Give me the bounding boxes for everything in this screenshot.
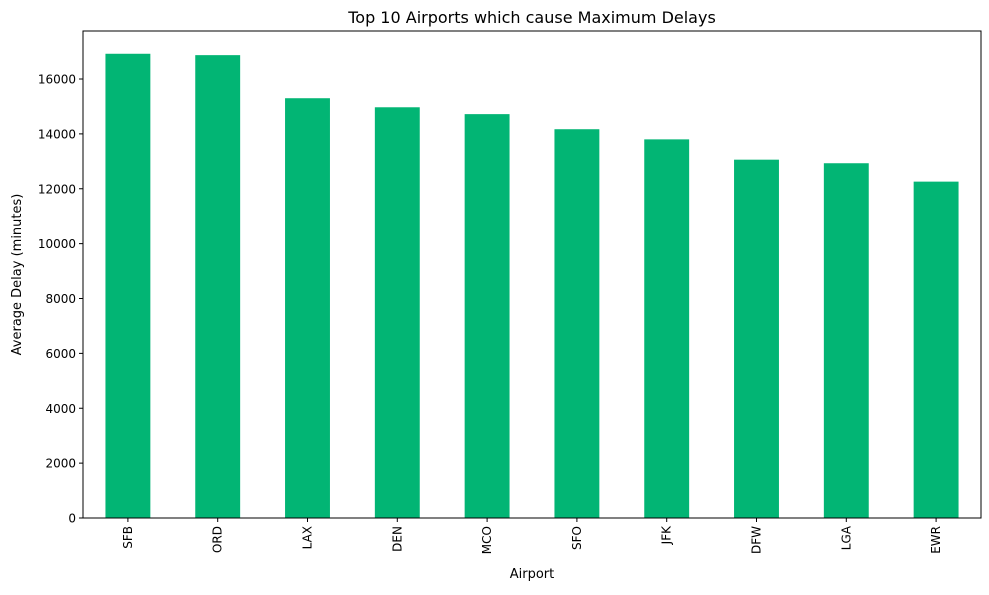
x-tick-label: LAX: [301, 526, 315, 549]
x-tick-label: DEN: [390, 526, 404, 552]
bar-ord: [195, 55, 241, 518]
y-tick-label: 12000: [38, 182, 76, 196]
plot-frame: [82, 30, 982, 519]
x-tick-label: MCO: [480, 526, 494, 554]
x-axis-label: Airport: [510, 567, 555, 582]
y-tick-label: 10000: [38, 237, 76, 251]
bar-sfb: [105, 53, 151, 519]
x-tick-label: JFK: [660, 525, 674, 545]
bar-lax: [285, 98, 330, 518]
y-axis-label: Average Delay (minutes): [10, 194, 25, 356]
bar-sfo: [554, 129, 600, 518]
x-tick-label: SFB: [121, 526, 135, 549]
y-tick-label: 6000: [45, 347, 76, 361]
y-axis: 0 2000 4000 6000 8000 10000 12000 14000 16000: [38, 73, 83, 526]
y-tick-label: 4000: [45, 402, 76, 416]
x-tick-label: LGA: [839, 525, 853, 550]
y-tick-label: 16000: [38, 73, 76, 87]
x-axis: SFB ORD LAX DEN MCO SFO JFK DFW LGA EWR: [121, 518, 943, 554]
x-tick-label: EWR: [929, 526, 943, 554]
x-tick-label: ORD: [211, 526, 225, 553]
chart-title: Top 10 Airports which cause Maximum Dela…: [347, 8, 716, 27]
y-tick-label: 2000: [45, 457, 76, 471]
bar-ewr: [913, 181, 959, 518]
y-tick-label: 8000: [45, 292, 76, 306]
bar-mco: [464, 114, 510, 518]
x-tick-label: DFW: [750, 526, 764, 554]
bar-jfk: [644, 139, 690, 518]
y-tick-label: 14000: [38, 127, 76, 141]
bar-lga: [823, 163, 869, 519]
x-tick-label: SFO: [570, 526, 584, 550]
bar-den: [374, 107, 420, 519]
y-tick-label: 0: [68, 512, 76, 526]
bar-dfw: [734, 159, 779, 518]
bars: [105, 53, 959, 519]
